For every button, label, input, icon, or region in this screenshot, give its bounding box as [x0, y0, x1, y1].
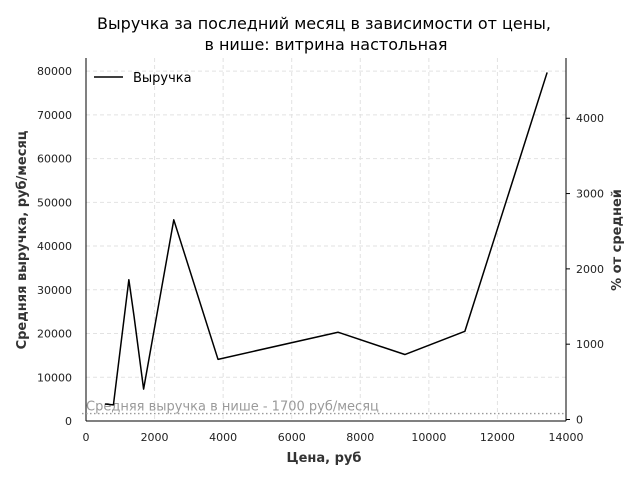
- legend: Выручка: [94, 71, 192, 86]
- y2-tick-label-4: 4000: [576, 112, 604, 125]
- y2-tick-label-2: 2000: [576, 263, 604, 276]
- chart-title-line-1: Выручка за последний месяц в зависимости…: [97, 14, 551, 33]
- y-tick-label-6: 60000: [37, 153, 72, 166]
- x-axis-label: Цена, руб: [287, 451, 362, 466]
- x-tick-label-7: 14000: [549, 431, 584, 444]
- y-tick-label-2: 20000: [37, 328, 72, 341]
- series-group: [104, 72, 548, 406]
- y2-axis-label: % от средней: [610, 189, 625, 291]
- y-tick-label-4: 40000: [37, 240, 72, 253]
- x-tick-label-3: 6000: [278, 431, 306, 444]
- y-tick-label-8: 80000: [37, 65, 72, 78]
- y2-tick-label-1: 1000: [576, 338, 604, 351]
- chart-title: Выручка за последний месяц в зависимости…: [97, 14, 551, 54]
- x-tick-label-4: 8000: [346, 431, 374, 444]
- y-tick-label-7: 70000: [37, 109, 72, 122]
- y-axis-label: Средняя выручка, руб/месяц: [15, 130, 30, 349]
- reference-line-label: Средняя выручка в нише - 1700 руб/месяц: [86, 400, 379, 415]
- y2-axis-ticks: 0 1000 2000 3000 4000: [566, 112, 604, 426]
- y-axis-ticks: 0 10000 20000 30000 40000 50000 60000 70000 8000…: [37, 65, 72, 428]
- legend-label: Выручка: [133, 71, 192, 86]
- x-tick-label-2: 4000: [209, 431, 237, 444]
- x-axis-ticks: 0 2000 4000 6000 8000 10000 12000 14000: [83, 431, 584, 444]
- x-tick-label-1: 2000: [141, 431, 169, 444]
- y2-tick-label-0: 0: [576, 413, 583, 426]
- chart-title-line-2: в нише: витрина настольная: [204, 35, 447, 54]
- reference-line-group: Средняя выручка в нише - 1700 руб/месяц: [82, 400, 566, 415]
- y-tick-label-1: 10000: [37, 371, 72, 384]
- x-tick-label-5: 10000: [411, 431, 446, 444]
- x-tick-label-6: 12000: [480, 431, 515, 444]
- y2-tick-label-3: 3000: [576, 188, 604, 201]
- y-tick-label-3: 30000: [37, 284, 72, 297]
- series-line-0: [104, 72, 548, 406]
- y-tick-label-0: 0: [65, 415, 72, 428]
- y-tick-label-5: 50000: [37, 196, 72, 209]
- x-tick-label-0: 0: [83, 431, 90, 444]
